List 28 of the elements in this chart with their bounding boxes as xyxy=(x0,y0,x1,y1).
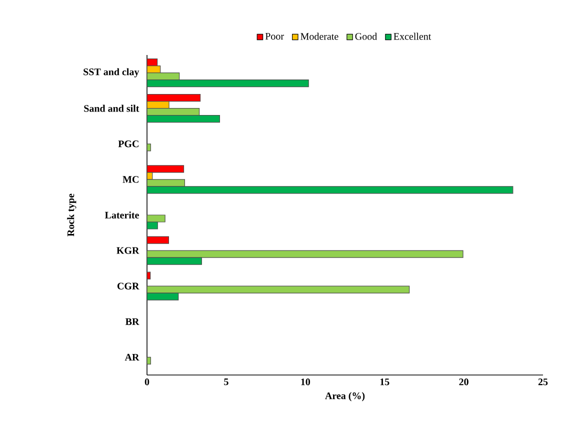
x-tick-label: 10 xyxy=(301,378,310,386)
y-tick-label: MC xyxy=(122,176,138,183)
x-axis-title: Area (%) xyxy=(325,392,365,402)
y-tick-label: BR xyxy=(125,318,140,325)
bar xyxy=(147,79,309,88)
x-tick-label: 15 xyxy=(380,378,390,386)
bar xyxy=(147,236,170,244)
y-tick-label: Laterite xyxy=(104,211,139,219)
y-tick-label: Sand and silt xyxy=(84,104,140,112)
y-tick-label: KGR xyxy=(116,247,140,254)
legend-label: Excellent xyxy=(394,32,432,40)
legend-label: Moderate xyxy=(300,32,338,40)
y-axis-title: Rock type xyxy=(67,194,76,236)
x-tick-label: 20 xyxy=(459,378,468,386)
bar xyxy=(147,115,220,123)
x-tick-label: 5 xyxy=(224,378,228,386)
bar xyxy=(147,108,200,116)
y-tick-label: CGR xyxy=(117,282,140,290)
legend-label: Good xyxy=(355,32,377,40)
x-tick-label: 0 xyxy=(144,378,150,386)
bar xyxy=(147,72,180,80)
bar xyxy=(147,286,410,294)
x-tick-label: 25 xyxy=(538,378,548,386)
y-tick-label: PGC xyxy=(118,140,138,148)
bar xyxy=(147,292,179,300)
y-tick-label: SST and clay xyxy=(84,68,140,78)
y-tick-label: AR xyxy=(124,354,140,361)
legend-label: Poor xyxy=(265,32,284,40)
